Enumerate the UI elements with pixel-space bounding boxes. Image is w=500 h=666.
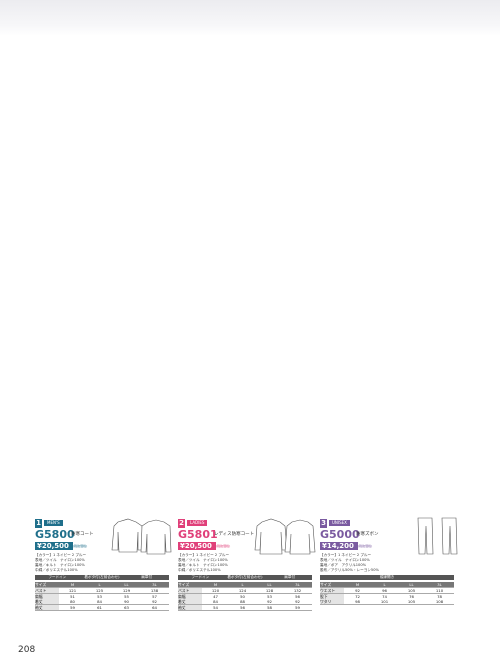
feature: 肩章付 — [141, 574, 153, 579]
product-name: 防寒ズボン — [356, 532, 379, 537]
tag: UNISEX — [329, 520, 350, 526]
feature: フードイン — [48, 574, 67, 579]
feature-bar — [320, 575, 454, 580]
feature: 肩章付 — [284, 574, 296, 579]
feature-bar — [35, 575, 169, 580]
feature: 縦線開き — [379, 574, 395, 579]
table-header: サイズ — [178, 582, 202, 588]
table-header: M — [344, 582, 371, 588]
table-header: LL — [113, 582, 140, 588]
feature: フードイン — [191, 574, 210, 579]
table-cell: 98 — [344, 599, 371, 605]
price: ¥14,200 — [320, 542, 358, 550]
table-cell: 59 — [283, 604, 312, 611]
price: ¥20,500 — [178, 542, 216, 550]
table-cell: 61 — [86, 604, 113, 611]
spec-line: 裏地／ボア アクリル100% — [320, 563, 367, 567]
spec-line: 中綿／ポリエステル100% — [35, 568, 78, 572]
badge-number: 2 — [178, 519, 185, 528]
table-cell: 101 — [371, 599, 398, 605]
table-cell: 58 — [256, 604, 283, 611]
price: ¥20,500 — [35, 542, 73, 550]
table-cell: 袖丈 — [178, 604, 202, 611]
spec-line: 裏地／キルト ナイロン100% — [35, 563, 85, 567]
table-cell: 56 — [229, 604, 256, 611]
table-header: L — [371, 582, 398, 588]
table-cell: 59 — [59, 604, 86, 611]
table-cell: ワタリ — [320, 599, 344, 605]
table-cell: 64 — [140, 604, 169, 611]
table-header: 3L — [140, 582, 169, 588]
table-header: L — [86, 582, 113, 588]
table-header: 3L — [283, 582, 312, 588]
spec-line: 表地／ツイル ナイロン100% — [35, 558, 85, 562]
feature-bar — [178, 575, 312, 580]
table-header: L — [229, 582, 256, 588]
badge-number: 1 — [35, 519, 42, 528]
product-code: G5000 — [320, 528, 360, 541]
product-name: 防寒コート — [71, 532, 94, 537]
table-cell: 袖丈 — [35, 604, 59, 611]
table-header: サイズ — [35, 582, 59, 588]
spec-line: 【カラー】1 ネイビー 2 ブルー — [178, 553, 230, 557]
tag: MEN'S — [44, 520, 63, 526]
product-name: レディス防寒コート — [214, 532, 255, 537]
price-note: (税抜価格) — [73, 544, 88, 548]
spec-line: 【カラー】1 ネイビー 2 ブルー — [320, 553, 372, 557]
price-note: (税抜価格) — [216, 544, 231, 548]
table-header: M — [59, 582, 86, 588]
feature: 着ボタ付(左前合わせ) — [227, 574, 263, 579]
product-code: G5800 — [35, 528, 75, 541]
spec-line: 裏地／キルト ナイロン100% — [178, 563, 228, 567]
price-note: (税抜価格) — [358, 544, 373, 548]
spec-line: 表地／ツイル ナイロン100% — [178, 558, 228, 562]
table-header: サイズ — [320, 582, 344, 588]
table-header: M — [202, 582, 229, 588]
table-header: LL — [398, 582, 425, 588]
spec-line: 【カラー】1 ネイビー 2 ブルー — [35, 553, 87, 557]
table-header: 3L — [425, 582, 454, 588]
table-cell: 54 — [202, 604, 229, 611]
spec-line: 中綿／ポリエステル100% — [178, 568, 221, 572]
spec-line: 股布／アクリル50%・レーヨン50% — [320, 568, 379, 572]
table-cell: 105 — [398, 599, 425, 605]
badge-number: 3 — [320, 519, 327, 528]
spec-line: 表地／ツイル ナイロン100% — [320, 558, 370, 562]
page-number: 208 — [18, 645, 36, 655]
table-cell: 108 — [425, 599, 454, 605]
header-band — [0, 0, 500, 36]
table-header: LL — [256, 582, 283, 588]
feature: 着ボタ付(左前合わせ) — [84, 574, 120, 579]
product-code: G5801 — [178, 528, 218, 541]
table-cell: 63 — [113, 604, 140, 611]
tag: LADIES — [187, 520, 208, 526]
